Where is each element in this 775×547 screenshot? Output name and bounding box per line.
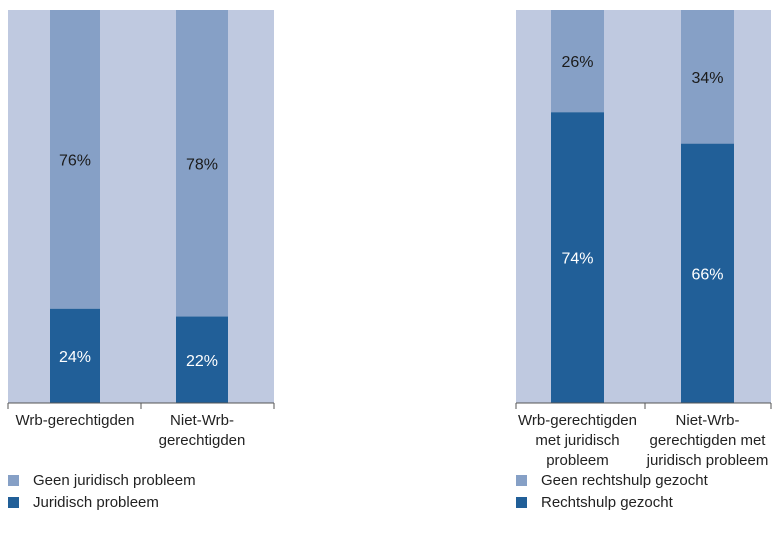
bar-segment	[551, 112, 604, 404]
category-label: met juridisch	[535, 432, 619, 449]
legend-swatch-dark	[8, 496, 19, 508]
bar-segment	[681, 143, 734, 403]
legend-swatch-light	[516, 474, 527, 486]
category-label: Niet-Wrb-	[676, 412, 740, 429]
legend-left: Geen juridisch probleem Juridisch proble…	[8, 469, 196, 513]
category-label: Wrb-gerechtigden	[16, 412, 135, 429]
bar-segment	[50, 308, 100, 403]
legend-item-juridisch-probleem: Juridisch probleem	[8, 491, 196, 513]
category-label: Wrb-gerechtigden	[518, 412, 637, 429]
bar-segment	[50, 10, 100, 309]
bar-segment	[176, 10, 228, 317]
category-label: gerechtigden	[159, 432, 246, 449]
legend-item-geen-juridisch-probleem: Geen juridisch probleem	[8, 469, 196, 491]
data-label: 78%	[186, 156, 218, 173]
category-label: probleem	[546, 452, 609, 469]
legend-swatch-light	[8, 474, 19, 486]
data-label: 24%	[59, 349, 91, 366]
category-label: Niet-Wrb-	[170, 412, 234, 429]
data-label: 76%	[59, 152, 91, 169]
legend-swatch-dark	[516, 496, 527, 508]
legend-item-rechtshulp-gezocht: Rechtshulp gezocht	[516, 491, 708, 513]
data-label: 22%	[186, 353, 218, 370]
legend-item-geen-rechtshulp-gezocht: Geen rechtshulp gezocht	[516, 469, 708, 491]
legend-label: Rechtshulp gezocht	[541, 493, 673, 511]
category-label: gerechtigden met	[650, 432, 767, 449]
legend-label: Geen juridisch probleem	[33, 471, 196, 489]
category-label: juridisch probleem	[646, 452, 769, 469]
bar-segment	[681, 10, 734, 144]
legend-label: Geen rechtshulp gezocht	[541, 471, 708, 489]
bar-segment	[551, 10, 604, 113]
legend-right: Geen rechtshulp gezocht Rechtshulp gezoc…	[516, 469, 708, 513]
data-label: 34%	[691, 70, 723, 87]
legend-label: Juridisch probleem	[33, 493, 159, 511]
bar-segment	[176, 316, 228, 403]
data-label: 74%	[561, 251, 593, 268]
plot-background	[8, 10, 274, 403]
data-label: 26%	[561, 54, 593, 71]
data-label: 66%	[691, 266, 723, 283]
